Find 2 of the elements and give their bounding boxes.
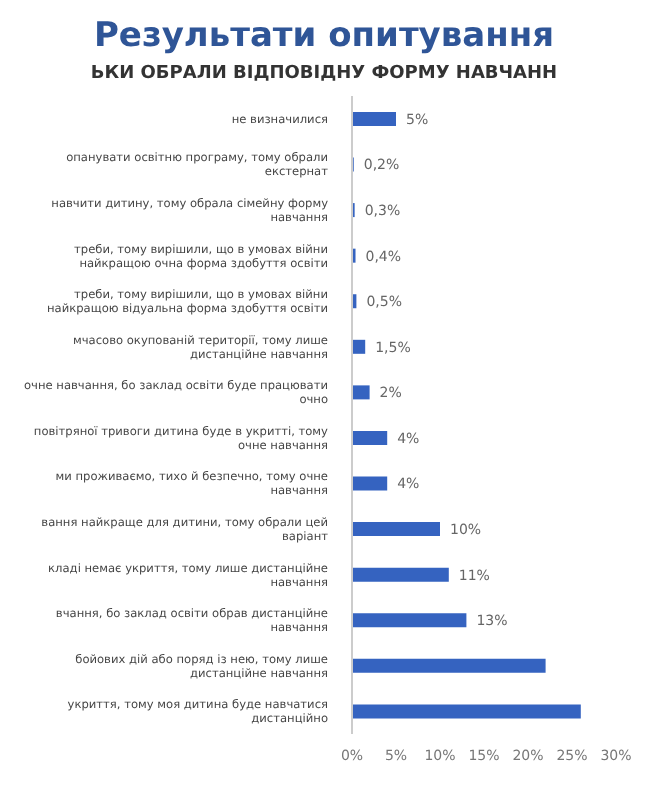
chart-subtitle: ЬКИ ОБРАЛИ ВІДПОВІДНУ ФОРМУ НАВЧАНН: [88, 64, 560, 84]
chart-title: Результати опитування: [91, 16, 557, 56]
